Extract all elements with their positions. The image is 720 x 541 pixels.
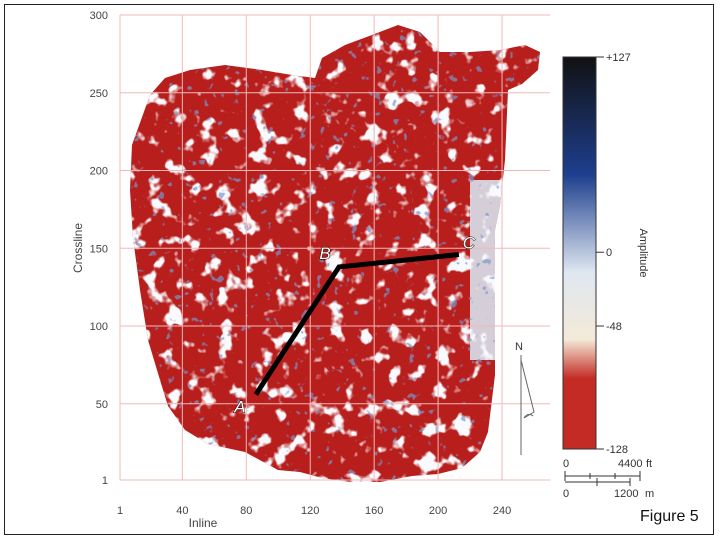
x-tick-labels: 1 40 80 120 160 200 240 [117,505,511,517]
y-tick-label: 1 [102,475,108,487]
x-tick-label: 40 [176,505,188,517]
colorbar-label: Amplitude [637,229,649,278]
colorbar-gradient [562,56,597,450]
y-axis-label: Crossline [71,223,85,273]
scale-bottom-unit: m [645,488,654,500]
y-tick-label: 100 [90,321,108,333]
x-axis-label: Inline [189,516,218,530]
seismic-line [253,252,460,396]
survey-area [130,25,540,482]
point-label-c: C [463,233,476,252]
colorbar-tick-label: +127 [606,52,631,64]
colorbar: +127 0 -48 -128 Amplitude [562,52,649,456]
scale-top-end: 4400 [618,458,642,470]
y-tick-label: 200 [90,166,108,178]
north-arrow: N [515,341,535,455]
y-tick-label: 50 [96,399,108,411]
x-tick-label: 120 [301,505,319,517]
x-tick-label: 240 [493,505,511,517]
figure-frame [4,4,714,535]
x-tick-label: 200 [429,505,447,517]
line-point-labels: A B C [233,233,476,417]
speckle-texture-blue [130,25,540,482]
x-tick-label: 160 [365,505,383,517]
north-arrow-curl [523,413,534,419]
x-tick-label: 80 [240,505,252,517]
scale-bottom-end: 1200 [614,488,638,500]
y-tick-label: 150 [90,243,108,255]
north-arrow-label: N [515,341,523,353]
colorbar-ticks: +127 0 -48 -128 [596,52,631,456]
y-tick-label: 250 [90,88,108,100]
grid-lines [119,14,550,481]
point-label-a: A [233,397,245,416]
scale-top-start: 0 [563,458,569,470]
y-tick-label: 300 [90,10,108,22]
scale-bottom-start: 0 [563,488,569,500]
colorbar-tick-label: -48 [606,321,622,333]
x-tick-label: 1 [117,505,123,517]
scale-top-unit: ft [646,458,652,470]
colorbar-tick-label: 0 [606,247,612,259]
north-arrow-head [520,359,535,419]
point-label-b: B [319,244,330,263]
scale-bar: 0 4400 ft 0 1200 m [563,458,654,500]
colorbar-tick-label: -128 [606,444,628,456]
figure-label: Figure 5 [640,508,699,525]
